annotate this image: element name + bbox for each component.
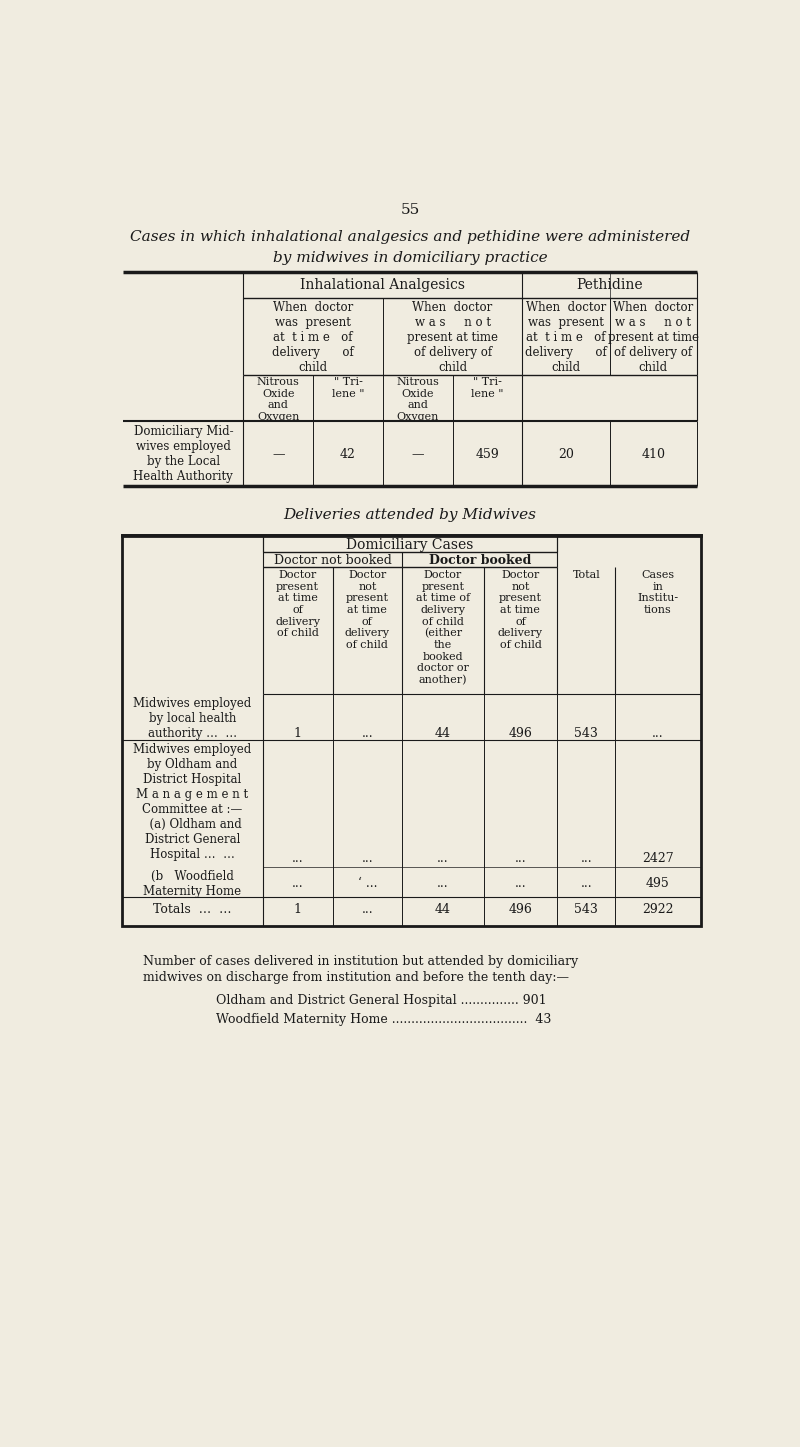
Text: " Tri-
lene ": " Tri- lene " [332,376,364,398]
Text: Nitrous
Oxide
and
Oxygen: Nitrous Oxide and Oxygen [257,376,300,421]
Text: Cases in which inhalational analgesics and pethidine were administered: Cases in which inhalational analgesics a… [130,230,690,245]
Text: ...: ... [362,903,373,916]
Text: Woodfield Maternity Home ...................................  43: Woodfield Maternity Home ...............… [216,1013,552,1026]
Text: Cases
in
Institu-
tions: Cases in Institu- tions [638,570,678,615]
Text: 543: 543 [574,726,598,739]
Text: Pethidine: Pethidine [576,278,643,292]
Text: 1: 1 [294,903,302,916]
Text: ‘ ...: ‘ ... [358,877,377,890]
Bar [122,535,701,926]
Text: When  doctor
was  present
at  t i m e   of
delivery      of
child: When doctor was present at t i m e of de… [526,301,607,375]
Text: 543: 543 [574,903,598,916]
Text: midwives on discharge from institution and before the tenth day:—: midwives on discharge from institution a… [142,971,569,984]
Text: Number of cases delivered in institution but attended by domiciliary: Number of cases delivered in institution… [142,955,578,968]
Text: When  doctor
w a s     n o t
present at time
of delivery of
child: When doctor w a s n o t present at time … [608,301,699,375]
Text: Domiciliary Cases: Domiciliary Cases [346,538,474,551]
Text: ...: ... [292,877,303,890]
Text: ...: ... [362,852,373,865]
Text: When  doctor
w a s     n o t
present at time
of delivery of
child: When doctor w a s n o t present at time … [407,301,498,375]
Text: (b   Woodfield
Maternity Home: (b Woodfield Maternity Home [143,870,242,897]
Text: 1: 1 [294,726,302,739]
Text: Doctor
not
present
at time
of
delivery
of child: Doctor not present at time of delivery o… [498,570,543,650]
Text: Midwives employed
by local health
authority …  …: Midwives employed by local health author… [133,697,251,741]
Text: ...: ... [514,852,526,865]
Text: 496: 496 [509,903,532,916]
Text: Doctor
not
present
at time
of
delivery
of child: Doctor not present at time of delivery o… [345,570,390,650]
Text: ...: ... [437,852,449,865]
Text: —: — [411,447,424,460]
Text: by midwives in domiciliary practice: by midwives in domiciliary practice [273,250,547,265]
Text: ...: ... [652,726,664,739]
Text: 410: 410 [642,447,666,460]
Text: Nitrous
Oxide
and
Oxygen: Nitrous Oxide and Oxygen [396,376,439,421]
Text: ...: ... [437,877,449,890]
Text: Deliveries attended by Midwives: Deliveries attended by Midwives [283,508,537,522]
Text: —: — [272,447,285,460]
Text: 55: 55 [400,203,420,217]
Text: ...: ... [581,877,592,890]
Text: ...: ... [581,852,592,865]
Text: ...: ... [292,852,303,865]
Text: Oldham and District General Hospital ............... 901: Oldham and District General Hospital ...… [216,994,547,1007]
Text: 459: 459 [476,447,499,460]
Text: 496: 496 [509,726,532,739]
Text: When  doctor
was  present
at  t i m e   of
delivery      of
child: When doctor was present at t i m e of de… [272,301,354,375]
Text: Totals  …  …: Totals … … [153,903,231,916]
Text: Inhalational Analgesics: Inhalational Analgesics [300,278,466,292]
Text: Doctor not booked: Doctor not booked [274,554,391,567]
Text: Doctor booked: Doctor booked [429,554,531,567]
Text: ...: ... [362,726,373,739]
Text: Total: Total [573,570,600,580]
Text: Domiciliary Mid-
wives employed
by the Local
Health Authority: Domiciliary Mid- wives employed by the L… [134,424,233,483]
Text: 20: 20 [558,447,574,460]
Text: 44: 44 [435,903,451,916]
Text: ...: ... [514,877,526,890]
Text: 2427: 2427 [642,852,674,865]
Text: Doctor
present
at time
of
delivery
of child: Doctor present at time of delivery of ch… [275,570,320,638]
Text: Doctor
present
at time of
delivery
of child
(either
the
booked
doctor or
another: Doctor present at time of delivery of ch… [416,570,470,686]
Text: 495: 495 [646,877,670,890]
Text: 42: 42 [340,447,356,460]
Text: " Tri-
lene ": " Tri- lene " [471,376,504,398]
Text: 2922: 2922 [642,903,674,916]
Text: 44: 44 [435,726,451,739]
Text: Midwives employed
by Oldham and
District Hospital
M a n a g e m e n t
Committee : Midwives employed by Oldham and District… [133,744,251,861]
